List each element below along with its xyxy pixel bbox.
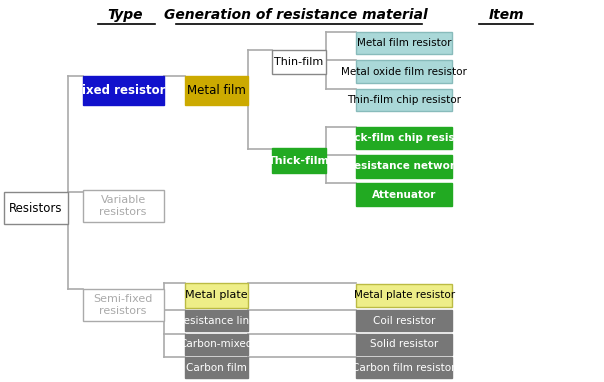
FancyBboxPatch shape [356,126,452,149]
Text: Item: Item [489,8,524,22]
Text: Generation of resistance material: Generation of resistance material [164,8,428,22]
Text: Carbon film resistor: Carbon film resistor [353,363,456,373]
FancyBboxPatch shape [356,155,452,178]
FancyBboxPatch shape [356,284,452,307]
FancyBboxPatch shape [356,89,452,112]
FancyBboxPatch shape [356,60,452,83]
Text: Resistance network: Resistance network [346,161,462,172]
Text: Metal plate: Metal plate [185,290,248,300]
Text: Thick-film chip resistor: Thick-film chip resistor [336,133,472,143]
Text: Metal plate resistor: Metal plate resistor [354,290,455,300]
FancyBboxPatch shape [272,50,326,74]
Text: Resistance line: Resistance line [177,316,255,326]
FancyBboxPatch shape [185,76,248,105]
FancyBboxPatch shape [83,289,164,321]
FancyBboxPatch shape [356,183,452,206]
Text: Thin-film: Thin-film [274,57,324,67]
Text: Carbon-mixed: Carbon-mixed [179,339,253,349]
FancyBboxPatch shape [185,357,248,378]
Text: Thick-film: Thick-film [268,155,330,166]
Text: Metal oxide film resistor: Metal oxide film resistor [341,66,467,76]
FancyBboxPatch shape [83,76,164,105]
Text: Metal film: Metal film [187,84,246,97]
FancyBboxPatch shape [272,148,326,173]
Text: Metal film resistor: Metal film resistor [357,38,451,48]
FancyBboxPatch shape [83,190,164,222]
FancyBboxPatch shape [185,310,248,331]
Text: Type: Type [107,8,143,22]
Text: Attenuator: Attenuator [372,190,437,200]
FancyBboxPatch shape [356,310,452,331]
FancyBboxPatch shape [185,334,248,354]
FancyBboxPatch shape [356,357,452,378]
Text: Semi-fixed
resistors: Semi-fixed resistors [94,294,153,316]
FancyBboxPatch shape [4,192,68,224]
Text: Thin-film chip resistor: Thin-film chip resistor [347,95,461,105]
Text: Resistors: Resistors [9,202,63,215]
FancyBboxPatch shape [356,334,452,354]
Text: Variable
resistors: Variable resistors [100,195,147,217]
Text: Coil resistor: Coil resistor [373,316,435,326]
Text: Carbon film: Carbon film [186,363,247,373]
Text: Fixed resistors: Fixed resistors [74,84,172,97]
FancyBboxPatch shape [185,283,248,308]
Text: Solid resistor: Solid resistor [370,339,439,349]
FancyBboxPatch shape [356,32,452,55]
